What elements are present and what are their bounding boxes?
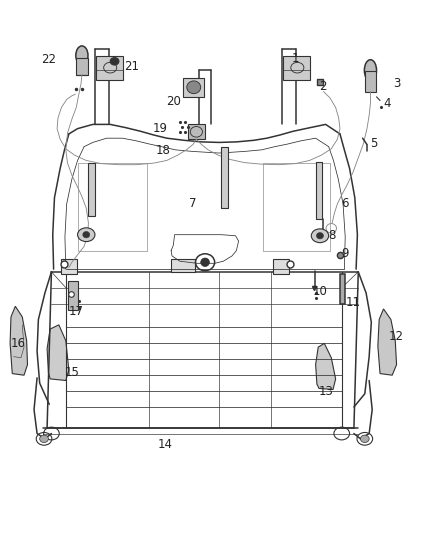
Text: 7: 7 bbox=[188, 197, 196, 211]
Ellipse shape bbox=[364, 60, 377, 81]
Text: 4: 4 bbox=[384, 96, 391, 110]
Text: 6: 6 bbox=[341, 197, 348, 211]
Bar bbox=[340, 274, 345, 304]
Text: 16: 16 bbox=[11, 337, 26, 350]
Text: 18: 18 bbox=[156, 144, 171, 157]
Ellipse shape bbox=[40, 435, 48, 442]
Bar bbox=[273, 259, 289, 274]
Bar bbox=[88, 163, 95, 216]
Text: 1: 1 bbox=[292, 52, 300, 65]
Bar bbox=[316, 161, 322, 219]
Text: 8: 8 bbox=[328, 229, 335, 242]
Ellipse shape bbox=[110, 58, 119, 65]
Bar bbox=[262, 163, 330, 251]
Bar bbox=[187, 124, 205, 139]
Ellipse shape bbox=[360, 435, 369, 442]
Text: 19: 19 bbox=[153, 122, 168, 135]
Bar bbox=[61, 259, 77, 274]
Text: 2: 2 bbox=[319, 80, 327, 93]
Text: 21: 21 bbox=[124, 60, 139, 72]
Bar bbox=[171, 259, 195, 272]
Bar bbox=[67, 281, 78, 310]
Text: 17: 17 bbox=[69, 305, 84, 318]
Bar bbox=[78, 163, 147, 251]
Bar bbox=[96, 56, 123, 80]
Text: 14: 14 bbox=[158, 438, 173, 450]
Text: 10: 10 bbox=[313, 286, 328, 298]
Bar bbox=[221, 147, 228, 208]
Text: 13: 13 bbox=[319, 385, 334, 398]
Text: 9: 9 bbox=[341, 247, 348, 260]
Polygon shape bbox=[10, 306, 28, 375]
Bar bbox=[184, 78, 204, 97]
Text: 12: 12 bbox=[389, 330, 404, 343]
Text: 15: 15 bbox=[64, 366, 79, 379]
Text: 20: 20 bbox=[166, 94, 181, 108]
Text: 22: 22 bbox=[42, 53, 57, 66]
Bar bbox=[283, 56, 311, 80]
Ellipse shape bbox=[311, 229, 328, 243]
Text: 11: 11 bbox=[345, 296, 360, 309]
Ellipse shape bbox=[76, 46, 88, 65]
Bar bbox=[365, 71, 376, 92]
Text: 3: 3 bbox=[393, 77, 400, 90]
Polygon shape bbox=[378, 309, 396, 375]
Ellipse shape bbox=[317, 232, 323, 239]
Ellipse shape bbox=[78, 228, 95, 241]
Bar bbox=[76, 58, 88, 75]
Text: 5: 5 bbox=[371, 137, 378, 150]
Ellipse shape bbox=[187, 81, 201, 94]
Ellipse shape bbox=[83, 231, 90, 238]
Ellipse shape bbox=[201, 258, 209, 266]
Polygon shape bbox=[47, 325, 69, 381]
Polygon shape bbox=[316, 343, 336, 390]
